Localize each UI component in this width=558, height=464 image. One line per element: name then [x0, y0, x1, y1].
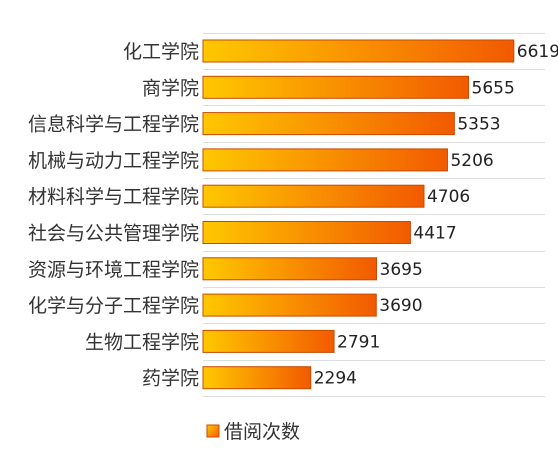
labels: 化工学院 6619 商学院 5655 信息科学与工程学院 5353 机械与动力工程学院 520… — [28, 41, 558, 390]
category-label: 商学院 — [142, 77, 199, 99]
bar — [202, 75, 470, 99]
category-label: 资源与环境工程学院 — [28, 259, 199, 281]
legend: 借阅次数 — [206, 421, 300, 443]
bar — [202, 366, 312, 390]
category-label: 信息科学与工程学院 — [28, 114, 199, 136]
bars — [202, 39, 515, 390]
category-label: 化工学院 — [123, 41, 199, 63]
bar — [202, 112, 455, 136]
bar — [202, 221, 411, 244]
category-label: 社会与公共管理学院 — [28, 223, 199, 245]
value-label: 3695 — [380, 260, 423, 280]
bar — [202, 184, 425, 208]
bar — [202, 39, 515, 63]
value-label: 5655 — [472, 78, 515, 98]
category-label: 生物工程学院 — [85, 331, 199, 353]
category-label: 药学院 — [142, 368, 199, 390]
legend-swatch — [206, 424, 220, 438]
category-label: 机械与动力工程学院 — [28, 150, 199, 172]
value-label: 2294 — [314, 369, 357, 389]
legend-label: 借阅次数 — [224, 421, 300, 443]
value-label: 4706 — [427, 187, 470, 207]
grid-lines — [203, 33, 545, 397]
value-label: 4417 — [413, 224, 456, 244]
bar — [202, 257, 378, 281]
bar — [202, 329, 335, 353]
category-label: 材料科学与工程学院 — [28, 186, 199, 208]
bar — [202, 148, 448, 172]
value-label: 6619 — [517, 42, 558, 62]
value-label: 5206 — [450, 151, 493, 171]
value-label: 2791 — [337, 332, 380, 352]
value-label: 3690 — [379, 296, 422, 316]
value-label: 5353 — [457, 115, 500, 135]
category-label: 化学与分子工程学院 — [28, 295, 199, 317]
bar — [202, 293, 377, 317]
